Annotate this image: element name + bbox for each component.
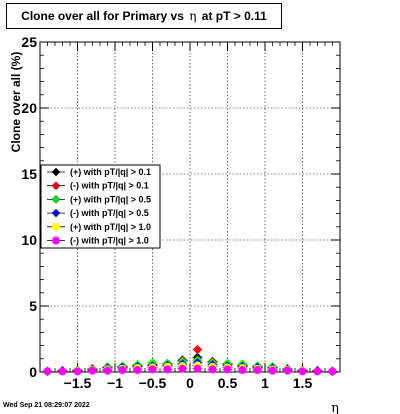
data-point [298,367,307,376]
data-point [103,366,112,375]
y-tick-label: 25 [21,34,37,50]
y-axis-label: Clone over all (%) [9,52,23,153]
legend-label: (-) with pT/|q| > 1.0 [70,236,149,246]
x-tick-label: −1 [107,375,123,391]
x-tick-label: 1 [261,375,269,391]
data-point [58,367,67,376]
legend-entry: (+) with pT/|q| > 0.5 [47,194,151,204]
data-point [313,367,322,376]
x-axis-label: η [331,401,339,414]
legend-marker [51,167,61,177]
title-symbol: η [189,9,197,23]
y-tick-label: 0 [29,364,37,380]
data-point [118,366,127,375]
legend-label: (+) with pT/|q| > 0.1 [70,167,151,177]
date-stamp: Wed Sep 21 08:29:07 2022 [3,402,90,409]
data-point [163,365,172,374]
data-point [192,344,203,355]
x-tick-label: 0 [186,375,194,391]
data-point [238,366,247,375]
x-tick-label: 1.5 [293,375,313,391]
x-tick-label: −0.5 [139,375,167,391]
legend-label: (+) with pT/|q| > 0.5 [70,194,151,204]
legend-marker [51,208,61,218]
y-tick-label: 20 [21,100,37,116]
legend-entry: (+) with pT/|q| > 1.0 [47,222,151,232]
x-tick-label: 0.5 [218,375,238,391]
data-point [88,366,97,375]
legend-entry: (+) with pT/|q| > 0.1 [47,167,151,177]
data-point [43,367,52,376]
data-point [178,364,187,373]
legend-frame [40,164,161,249]
legend-marker [51,195,61,204]
legend-marker [52,236,60,245]
legend-entry: (-) with pT/|q| > 0.1 [47,181,149,191]
legend-label: (-) with pT/|q| > 0.1 [70,181,149,191]
title-prefix: Clone over all for Primary vs [21,9,184,23]
data-point [193,364,202,373]
legend-marker [51,181,61,191]
data-point [268,366,277,375]
data-point [283,366,292,375]
legend: (+) with pT/|q| > 0.1 (-) with pT/|q| > 0… [40,164,161,249]
y-tick-label: 15 [21,166,37,182]
data-point [73,367,82,376]
data-point [133,366,142,375]
data-point [253,366,262,375]
y-tick-label: 5 [29,298,37,314]
data-point [208,365,217,374]
title-suffix: at pT > 0.11 [201,9,267,23]
data-point [223,365,232,374]
x-tick-label: −1.5 [64,375,92,391]
legend-entry: (-) with pT/|q| > 1.0 [47,236,149,246]
legend-label: (+) with pT/|q| > 1.0 [70,222,151,232]
data-point [148,365,157,374]
series-layer [42,344,338,377]
legend-marker [52,222,60,231]
legend-label: (-) with pT/|q| > 0.5 [70,208,149,218]
series-6 [42,364,338,376]
tick-layer: −1.5 −1 −0.5 0 0.5 1 1.5 0 5 10 15 20 25 [21,34,341,391]
data-point [328,367,337,376]
y-tick-label: 10 [21,232,37,248]
legend-entry: (-) with pT/|q| > 0.5 [47,208,149,218]
chart-title: Clone over all for Primary vs η at pT > … [6,3,282,29]
